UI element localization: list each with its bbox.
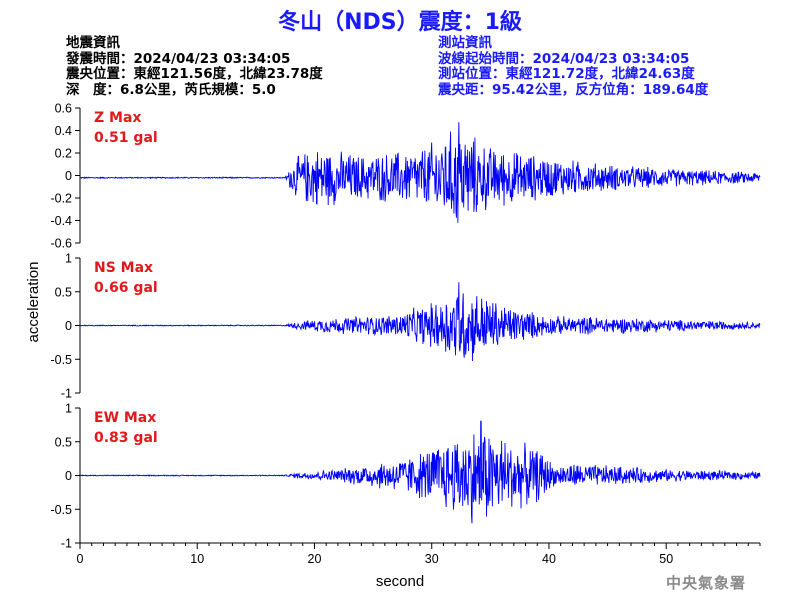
z-waveform-line [79,122,761,223]
ew-y-tick-label: 0 [65,469,72,483]
depth-magnitude: 深 度：6.8公里，芮氏規模：5.0 [66,81,276,98]
x-tick-label: 30 [425,552,439,566]
z-y-tick-label: 0.6 [55,102,72,116]
station-location: 測站位置：東經121.72度，北緯24.63度 [438,66,695,82]
ns-y-tick-label: -1 [61,387,72,401]
z-y-tick-label: 0 [65,169,72,183]
z-y-tick-label: 0.4 [55,124,72,138]
epicenter-location: 震央位置：東經121.56度，北緯23.78度 [66,66,323,82]
chart-title: 冬山（NDS）震度：1級 [278,10,522,35]
z-max-value: 0.51 gal [94,130,158,146]
wave-start-time: 波線起始時間：2024/04/23 03:34:05 [438,50,690,67]
z-y-tick-label: -0.2 [50,192,72,206]
event-info-block: 地震資訊 發震時間：2024/04/23 03:34:05 震央位置：東經121… [66,35,323,98]
x-tick-label: 0 [77,552,84,566]
z-y-tick-label: -0.6 [50,237,72,251]
ew-max-name: EW Max [94,410,157,426]
x-tick-label: 20 [308,552,322,566]
y-axis-title: acceleration [25,262,42,343]
ns-y-tick-label: 0.5 [55,285,72,299]
x-tick-label: 10 [190,552,204,566]
x-tick-label: 40 [542,552,556,566]
x-axis-title: second [376,573,424,590]
origin-time: 發震時間：2024/04/23 03:34:05 [66,50,291,67]
z-y-tick-label: 0.2 [55,147,72,161]
ns-y-tick-label: -0.5 [50,353,72,367]
ew-y-tick-label: -1 [61,537,72,551]
x-tick-label: 50 [659,552,673,566]
z-max-name: Z Max [94,110,142,126]
ns-max-name: NS Max [94,260,154,276]
ns-y-tick-label: 0 [65,319,72,333]
watermark: 中央氣象署 [665,574,746,592]
ew-y-tick-label: 0.5 [55,435,72,449]
ew-y-tick-label: 1 [65,402,72,416]
ew-max-value: 0.83 gal [94,430,158,446]
station-info-block: 測站資訊 波線起始時間：2024/04/23 03:34:05 測站位置：東經1… [438,35,709,98]
event-info-heading: 地震資訊 [66,35,120,51]
ew-y-tick-label: -0.5 [50,503,72,517]
ns-max-value: 0.66 gal [94,280,158,296]
ew-max-label: EW Max 0.83 gal [94,408,158,448]
station-info-heading: 測站資訊 [438,35,492,51]
ew-waveform-line [79,420,761,524]
ns-max-label: NS Max 0.66 gal [94,258,158,298]
ns-y-tick-label: 1 [65,252,72,266]
z-y-tick-label: -0.4 [50,214,72,228]
z-max-label: Z Max 0.51 gal [94,108,158,148]
ns-waveform-line [79,282,761,361]
epicentral-distance: 震央距：95.42公里，反方位角：189.64度 [438,81,709,98]
